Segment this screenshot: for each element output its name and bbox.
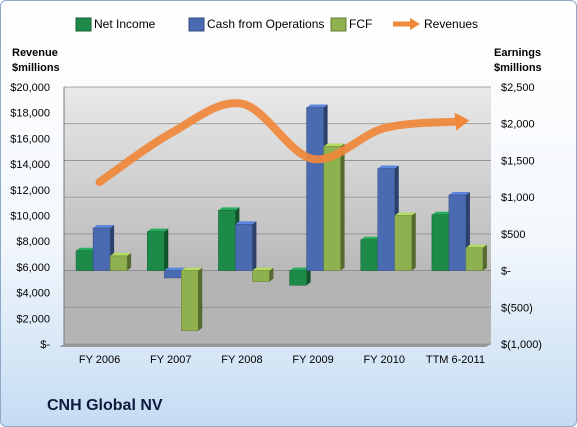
net-income-bar — [289, 270, 307, 286]
fcf-bar-top — [394, 212, 416, 216]
right-tick-label: $2,000 — [501, 119, 535, 131]
right-tick-label: $(1,000) — [501, 339, 542, 351]
right-tick-label: $1,500 — [501, 155, 535, 167]
right-tick-label: $1,000 — [501, 192, 535, 204]
right-axis-title-line2: $millions — [494, 62, 542, 74]
category-label: FY 2010 — [364, 354, 405, 366]
fcf-legend-label: FCF — [349, 17, 372, 31]
cash-from-operations-bar — [164, 270, 182, 279]
left-tick-label: $8,000 — [16, 236, 50, 248]
net-income-bar — [431, 214, 450, 271]
cash-from-operations-bar-side — [252, 221, 257, 271]
fcf-bar-side — [340, 143, 345, 271]
fcf-bar-top — [323, 143, 345, 147]
net-income-legend-label: Net Income — [94, 17, 156, 31]
cash-from-operations-bar — [92, 227, 111, 271]
plot-wall-upper — [64, 87, 491, 271]
revenues-arrowhead — [454, 112, 470, 131]
right-axis-title-line1: Earnings — [494, 47, 541, 59]
fcf-bar — [323, 146, 341, 271]
left-tick-label: $- — [40, 339, 50, 351]
category-label: FY 2008 — [221, 354, 262, 366]
fcf-bar-top — [465, 244, 487, 248]
chart-title: CNH Global NV — [47, 397, 163, 414]
cash-from-operations-legend-swatch — [188, 17, 205, 32]
fcf-bar-side — [269, 267, 274, 282]
cash-from-operations-legend-label: Cash from Operations — [207, 17, 324, 31]
cash-from-operations-bar — [448, 194, 467, 271]
right-tick-label: $2,500 — [501, 82, 535, 94]
left-axis-title-line1: Revenue — [12, 47, 58, 59]
cash-from-operations-bar-top — [93, 224, 115, 228]
plot-floor — [59, 344, 491, 347]
cash-from-operations-bar-top — [235, 221, 257, 225]
right-tick-label: $500 — [501, 229, 525, 241]
fcf-bar — [394, 215, 412, 271]
net-income-bar — [147, 231, 165, 271]
cash-from-operations-bar-top — [164, 267, 186, 271]
fcf-bar-top — [252, 267, 274, 271]
net-income-bar — [218, 210, 236, 271]
fcf-bar-side — [127, 252, 132, 271]
left-tick-label: $20,000 — [10, 82, 50, 94]
revenues-legend-arrow — [410, 18, 420, 30]
left-tick-label: $12,000 — [10, 185, 50, 197]
left-tick-label: $14,000 — [10, 159, 50, 171]
net-income-bar-top — [76, 247, 98, 251]
revenues-legend-label: Revenues — [424, 17, 478, 31]
net-income-bar-top — [431, 211, 453, 215]
cash-from-operations-bar-top — [306, 104, 328, 108]
category-label: TTM 6-2011 — [426, 354, 485, 366]
category-label: FY 2006 — [79, 354, 120, 366]
net-income-legend-swatch — [75, 17, 92, 32]
left-tick-label: $18,000 — [10, 108, 50, 120]
fcf-bar-top — [181, 267, 203, 271]
fcf-bar — [465, 247, 484, 271]
cash-from-operations-bar-top — [377, 165, 399, 169]
category-label: FY 2007 — [150, 354, 191, 366]
left-tick-label: $10,000 — [10, 211, 50, 223]
fcf-bar — [181, 270, 199, 332]
left-axis-title-line2: $millions — [12, 62, 60, 74]
fcf-legend-swatch — [330, 17, 347, 32]
net-income-bar-top — [289, 267, 311, 271]
net-income-bar-side — [306, 267, 311, 286]
fcf-bar-side — [411, 212, 416, 271]
net-income-bar-side — [164, 228, 169, 271]
right-tick-label: $(500) — [501, 302, 533, 314]
net-income-bar-top — [218, 207, 240, 211]
fcf-bar — [109, 255, 128, 271]
category-label: FY 2009 — [292, 354, 333, 366]
cash-from-operations-bar — [235, 224, 253, 271]
net-income-bar — [360, 239, 378, 271]
net-income-bar-top — [360, 236, 382, 240]
right-tick-label: $- — [501, 266, 511, 278]
left-tick-label: $6,000 — [16, 262, 50, 274]
cash-from-operations-bar-top — [448, 191, 470, 195]
cash-from-operations-bar — [306, 107, 324, 271]
fcf-bar-top — [110, 252, 132, 256]
left-tick-label: $4,000 — [16, 288, 50, 300]
cash-from-operations-bar — [377, 168, 395, 271]
fcf-bar — [252, 270, 270, 282]
left-tick-label: $2,000 — [16, 313, 50, 325]
left-tick-label: $16,000 — [10, 133, 50, 145]
fcf-bar-side — [482, 244, 487, 271]
net-income-bar-top — [147, 228, 169, 232]
net-income-bar — [75, 250, 94, 271]
fcf-bar-side — [198, 267, 203, 331]
